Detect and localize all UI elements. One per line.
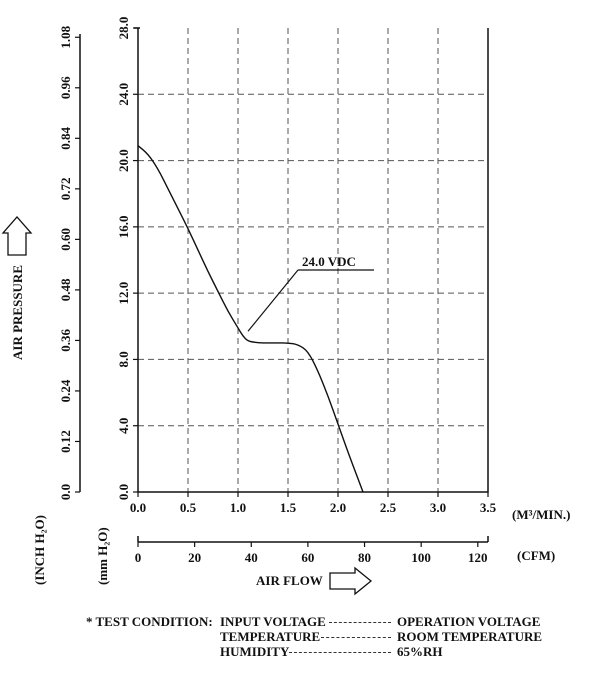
y-axis-secondary-unit: (INCH H₂O) <box>32 515 47 585</box>
series-annotation-label: 24.0 VDC <box>302 254 356 269</box>
test-condition-value: OPERATION VOLTAGE <box>397 614 541 629</box>
y-axis-tick-label: 4.0 <box>116 418 131 434</box>
x-axis-tick-label: 1.0 <box>230 500 246 515</box>
test-condition-item: INPUT VOLTAGE <box>220 614 326 629</box>
x-axis-secondary-tick-label: 80 <box>358 550 371 565</box>
test-condition-row: TEMPERATURE ROOM TEMPERATURE <box>86 629 542 644</box>
x-axis-secondary-tick-label: 40 <box>245 550 258 565</box>
right-arrow-icon <box>329 566 373 596</box>
y-axis-secondary-tick-label: 0.48 <box>58 278 73 301</box>
x-axis-label: AIR FLOW <box>256 573 323 588</box>
y-axis-secondary-tick-label: 0.96 <box>58 76 73 99</box>
test-condition-prefix: * TEST CONDITION: <box>86 614 213 629</box>
y-axis-secondary-tick-label: 0.24 <box>58 379 73 402</box>
plot-border <box>137 28 489 493</box>
y-axis-secondary-tick-label: 0.84 <box>58 126 73 149</box>
test-condition-spacer <box>86 644 220 659</box>
x-axis-secondary-tick-label: 120 <box>468 550 488 565</box>
x-axis-secondary-tick-label: 100 <box>411 550 431 565</box>
dashed-leader <box>289 644 391 653</box>
x-axis-tick-label: 0.5 <box>180 500 197 515</box>
y-axis-unit: (mm H₂O) <box>95 527 110 585</box>
x-axis-tick-label: 3.5 <box>480 500 497 515</box>
x-axis-secondary-tick-label: 0 <box>135 550 142 565</box>
y-axis-secondary-tick-label: 0.60 <box>58 228 73 251</box>
test-condition-row: HUMIDITY 65%RH <box>86 644 542 659</box>
annotation-layer: 24.0 VDC <box>247 254 374 332</box>
test-condition-spacer <box>86 629 220 644</box>
x-axis-unit: (M³/MIN.) <box>512 507 570 522</box>
x-axis-tick-label: 3.0 <box>430 500 446 515</box>
curve-layer <box>137 145 364 493</box>
y-axis-ticks: 0.0 4.0 8.0 12.0 16.0 20.0 24.0 28.0 <box>116 17 138 500</box>
x-axis-tick-label: 1.5 <box>280 500 297 515</box>
y-axis-tick-label: 24.0 <box>116 83 131 106</box>
series-line-1 <box>137 145 364 493</box>
annotation-leader-line <box>247 269 299 332</box>
y-axis-secondary-tick-label: 0.36 <box>58 329 73 352</box>
y-axis-secondary-tick-label: 1.08 <box>58 25 73 48</box>
x-axis-ticks: 0.0 0.5 1.0 1.5 2.0 2.5 3.0 3.5 <box>130 492 497 515</box>
test-condition-value: 65%RH <box>397 644 443 659</box>
y-axis-tick-label: 16.0 <box>116 215 131 238</box>
x-axis-secondary-tick-label: 60 <box>301 550 314 565</box>
test-condition-item: TEMPERATURE <box>220 629 321 644</box>
y-axis-secondary-tick-label: 0.0 <box>58 484 73 500</box>
y-axis-secondary-tick-label: 0.72 <box>58 177 73 200</box>
y-axis-tick-label: 28.0 <box>116 17 131 40</box>
y-axis-tick-label: 8.0 <box>116 351 131 367</box>
up-arrow-icon <box>1 216 33 256</box>
y-axis-label: AIR PRESSURE <box>10 265 25 360</box>
test-condition-value: ROOM TEMPERATURE <box>397 629 543 644</box>
x-axis-secondary-ticks: 0 20 40 60 80 100 120 <box>135 536 489 565</box>
dashed-leader <box>321 629 391 638</box>
y-axis-secondary-ticks: 0.0 0.12 0.24 0.36 0.48 0.60 0.72 0.84 0.96 1.08 <box>58 25 81 500</box>
y-axis-tick-label: 0.0 <box>116 484 131 500</box>
y-axis-tick-label: 12.0 <box>116 282 131 305</box>
x-axis-secondary-unit: (CFM) <box>517 548 555 563</box>
y-axis-tick-label: 20.0 <box>116 149 131 172</box>
test-condition-item: HUMIDITY <box>220 644 290 659</box>
x-axis-secondary-tick-label: 20 <box>188 550 201 565</box>
grid-lines <box>138 28 488 492</box>
test-condition-row: * TEST CONDITION: INPUT VOLTAGE OPERATIO… <box>86 614 542 629</box>
x-axis-tick-label: 2.5 <box>380 500 397 515</box>
dashed-leader <box>329 614 391 623</box>
x-axis-tick-label: 0.0 <box>130 500 146 515</box>
x-axis-tick-label: 2.0 <box>330 500 346 515</box>
y-axis-secondary-tick-label: 0.12 <box>58 430 73 453</box>
test-condition: * TEST CONDITION: INPUT VOLTAGE OPERATIO… <box>86 614 542 659</box>
